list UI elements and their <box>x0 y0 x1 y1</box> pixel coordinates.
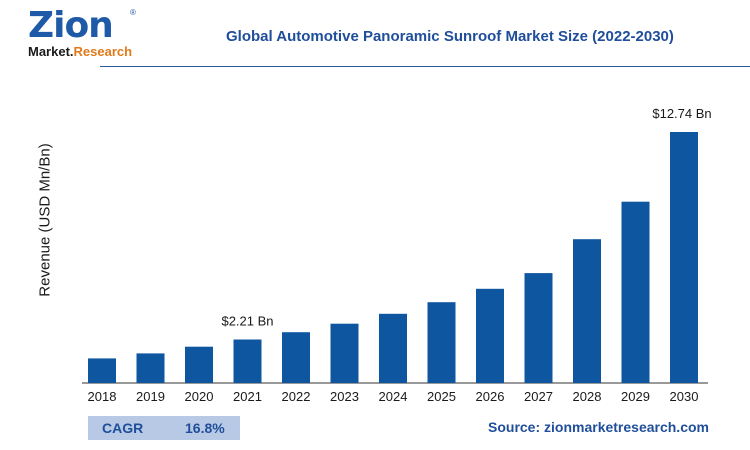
data-label-2030: $12.74 Bn <box>652 106 711 121</box>
x-tick-label-2030: 2030 <box>670 389 699 404</box>
logo-subtitle-a: Market. <box>28 44 74 59</box>
header-divider <box>100 66 750 67</box>
cagr-value: 16.8% <box>185 420 225 436</box>
x-tick-label-2022: 2022 <box>282 389 311 404</box>
bars-group <box>88 132 698 383</box>
x-tick-label-2028: 2028 <box>573 389 602 404</box>
cagr-label: CAGR <box>102 420 144 436</box>
data-label-2021: $2.21 Bn <box>221 314 273 329</box>
x-tick-label-2019: 2019 <box>136 389 165 404</box>
bar-2025 <box>427 302 456 383</box>
bar-2019 <box>136 353 165 383</box>
x-tick-label-2029: 2029 <box>621 389 650 404</box>
bar-2030 <box>670 132 698 383</box>
logo-wordmark: Zion <box>28 5 114 46</box>
zion-logo: Zion ® Market.Research <box>6 6 136 62</box>
data-labels: $2.21 Bn $12.74 Bn <box>221 106 711 329</box>
bar-2018 <box>88 358 116 383</box>
bar-2024 <box>379 313 407 383</box>
bar-2020 <box>185 346 213 383</box>
bar-2026 <box>476 288 504 383</box>
bar-2023 <box>330 323 359 383</box>
logo-subtitle-b: Research <box>73 44 133 59</box>
logo-subtitle: Market.Research <box>28 44 132 60</box>
x-tick-label-2025: 2025 <box>427 389 456 404</box>
bar-2029 <box>621 201 650 383</box>
x-tick-labels: 2018 2019 2020 2021 2022 2023 2024 2025 2026 2027… <box>88 389 699 404</box>
x-tick-label-2027: 2027 <box>524 389 553 404</box>
chart-title: Global Automotive Panoramic Sunroof Mark… <box>226 28 674 45</box>
bar-2027 <box>524 273 553 383</box>
bar-2028 <box>573 239 601 383</box>
bar-2021 <box>233 339 262 383</box>
x-tick-label-2023: 2023 <box>330 389 359 404</box>
logo-registered-mark: ® <box>130 8 136 17</box>
source-text: Source: zionmarketresearch.com <box>488 419 709 435</box>
x-tick-label-2020: 2020 <box>185 389 214 404</box>
x-tick-label-2021: 2021 <box>233 389 262 404</box>
x-tick-label-2024: 2024 <box>379 389 408 404</box>
cagr-box: CAGR 16.8% <box>88 416 240 440</box>
bar-2022 <box>282 332 310 383</box>
x-tick-label-2018: 2018 <box>88 389 117 404</box>
x-tick-label-2026: 2026 <box>476 389 505 404</box>
